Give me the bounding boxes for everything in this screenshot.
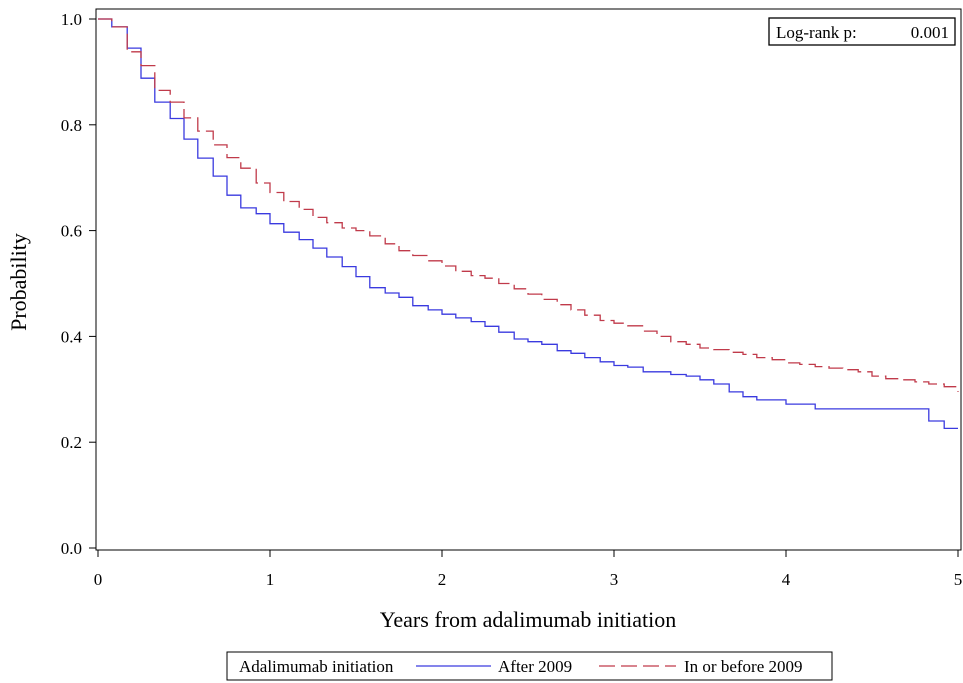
x-tick-label: 3 [610, 570, 619, 589]
y-axis-title: Probability [6, 233, 31, 331]
log-rank-annotation: Log-rank p: 0.001 [768, 17, 956, 46]
legend-title: Adalimumab initiation [239, 657, 394, 676]
plot-frame [95, 8, 962, 551]
x-tick-label: 0 [94, 570, 103, 589]
legend-label-in-or-before-2009: In or before 2009 [684, 657, 803, 676]
annotation-label: Log-rank p: [776, 23, 857, 42]
x-axis: 0 1 2 3 4 5 [94, 550, 963, 589]
x-tick-label: 1 [266, 570, 275, 589]
legend: Adalimumab initiation After 2009 In or b… [226, 651, 833, 681]
x-tick-label: 2 [438, 570, 447, 589]
legend-box [226, 651, 833, 681]
y-tick-label: 0.4 [61, 327, 83, 346]
x-axis-title: Years from adalimumab initiation [380, 607, 677, 632]
series-line-after-2009 [98, 18, 958, 430]
y-axis: 0.0 0.2 0.4 0.6 0.8 1.0 [61, 10, 96, 558]
x-tick-label: 5 [954, 570, 963, 589]
annotation-box [768, 17, 956, 46]
x-tick-label: 4 [782, 570, 791, 589]
y-tick-label: 0.8 [61, 116, 82, 135]
y-tick-label: 0.2 [61, 433, 82, 452]
annotation-value: 0.001 [911, 23, 949, 42]
series-layer [98, 18, 959, 430]
series-line-in-or-before-2009 [98, 18, 959, 392]
y-tick-label: 0.0 [61, 539, 82, 558]
y-tick-label: 0.6 [61, 222, 82, 241]
legend-label-after-2009: After 2009 [498, 657, 572, 676]
y-tick-label: 1.0 [61, 10, 82, 29]
